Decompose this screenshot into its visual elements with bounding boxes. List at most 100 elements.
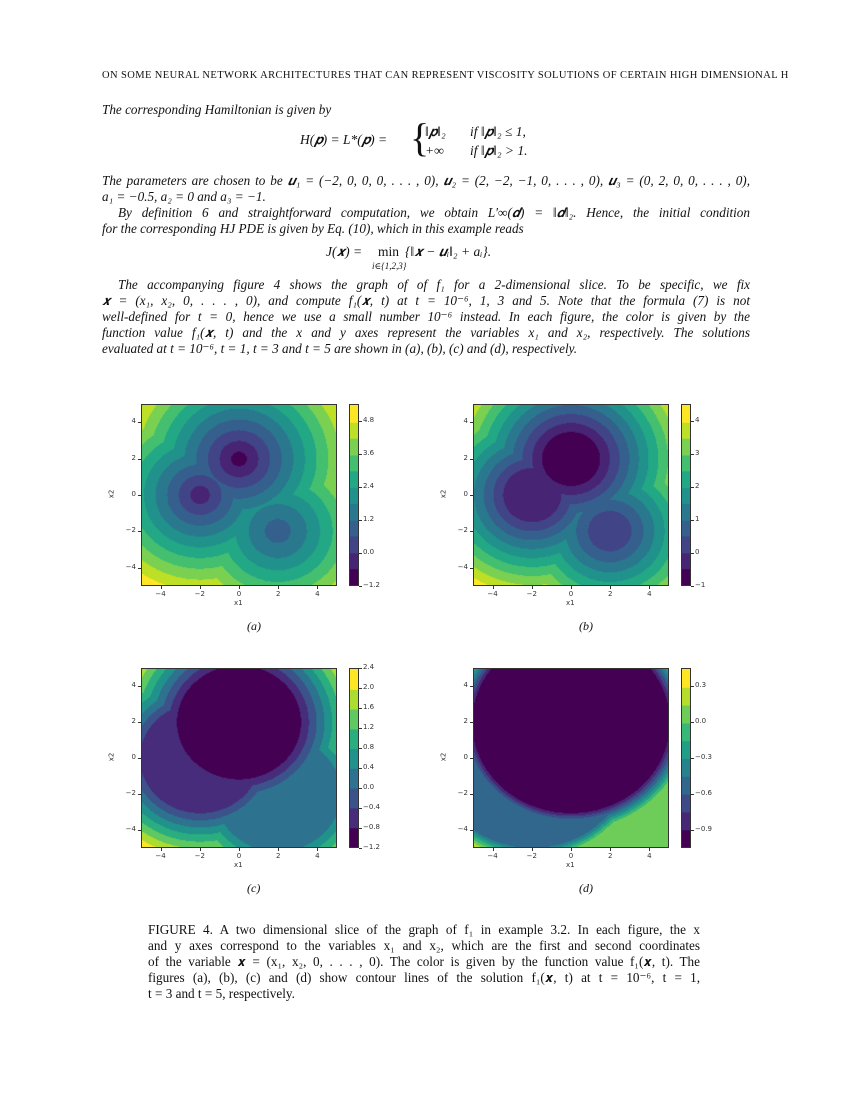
colorbar-tick-label: 4.8 xyxy=(363,415,375,424)
x-tick-mark xyxy=(278,586,280,589)
plot-axes xyxy=(141,668,337,848)
colorbar-tick-label: −1.2 xyxy=(363,581,380,589)
colorbar-tick-mark xyxy=(359,708,362,709)
y-tick-label: 0 xyxy=(463,753,468,761)
colorbar-tick-label: 0.0 xyxy=(363,783,375,791)
contour-fill xyxy=(474,405,668,585)
x-tick-label: 4 xyxy=(647,590,652,598)
x-tick-mark xyxy=(531,848,533,851)
x-tick-mark xyxy=(199,586,201,589)
y-tick-label: 0 xyxy=(131,490,136,498)
y-tick-label: 2 xyxy=(131,717,136,725)
y-tick-mark xyxy=(138,531,141,533)
colorbar-tick-label: −0.4 xyxy=(363,803,380,811)
colorbar-tick-mark xyxy=(359,748,362,749)
colorbar-tick-mark xyxy=(359,486,362,488)
colorbar-tick-label: 1 xyxy=(695,514,700,523)
x-tick-mark xyxy=(239,848,240,851)
colorbar-tick-label: 0.4 xyxy=(363,763,375,771)
colorbar-tick-mark xyxy=(691,794,694,795)
colorbar-tick-label: 1.2 xyxy=(363,514,375,523)
colorbar-tick-mark xyxy=(359,848,362,849)
colorbar-tick-mark xyxy=(359,586,362,587)
colorbar-tick-mark xyxy=(359,420,362,422)
figure-caption-line: FIGURE 4. A two dimensional slice of the… xyxy=(148,922,700,937)
x-tick-mark xyxy=(492,848,494,851)
x-tick-label: 0 xyxy=(568,852,574,860)
colorbar-fill xyxy=(350,669,358,847)
colorbar-tick-mark xyxy=(359,453,362,455)
y-tick-label: −2 xyxy=(125,526,136,535)
x-axis-label: x1 xyxy=(234,599,243,607)
colorbar-tick-label: 3 xyxy=(695,448,700,457)
y-tick-mark xyxy=(470,458,473,460)
figure-caption-line: figures (a), (b), (c) and (d) show conto… xyxy=(148,970,700,985)
x-tick-label: 0 xyxy=(236,852,242,860)
paragraph-definition-line: for the corresponding HJ PDE is given by… xyxy=(102,221,524,236)
y-tick-mark xyxy=(138,722,141,723)
y-tick-label: −4 xyxy=(457,825,468,833)
equation-lhs: H(𝒑) = L*(𝒑) = xyxy=(300,132,388,147)
contour-fill xyxy=(142,669,336,847)
x-tick-mark xyxy=(571,848,572,851)
x-tick-label: 2 xyxy=(607,590,613,598)
x-tick-mark xyxy=(492,586,494,589)
x-tick-label: −4 xyxy=(487,852,498,860)
x-tick-label: 4 xyxy=(647,852,652,860)
x-tick-label: −4 xyxy=(155,852,166,860)
colorbar-tick-mark xyxy=(359,668,362,669)
x-tick-label: −4 xyxy=(487,590,498,598)
equation-brace: { xyxy=(410,115,430,160)
y-tick-label: −4 xyxy=(125,562,136,571)
x-tick-mark xyxy=(317,586,319,589)
subfigure-caption: (a) xyxy=(247,619,261,633)
subfigure-caption: (d) xyxy=(579,881,593,895)
colorbar-tick-mark xyxy=(691,830,694,831)
y-tick-mark xyxy=(470,531,473,533)
paragraph-hamiltonian-intro: The corresponding Hamiltonian is given b… xyxy=(102,102,332,117)
colorbar-tick-label: 1.2 xyxy=(363,723,375,731)
x-tick-label: 4 xyxy=(315,852,320,860)
colorbar-tick-label: 0.0 xyxy=(363,547,375,556)
colorbar-fill xyxy=(682,669,690,847)
figure-caption-line: of the variable 𝒙 = (x₁, x₂, 0, . . . , … xyxy=(148,954,700,969)
colorbar xyxy=(681,404,691,586)
y-tick-mark xyxy=(138,758,141,759)
y-tick-label: 0 xyxy=(131,753,136,761)
x-tick-mark xyxy=(160,848,162,851)
y-axis-label: x2 xyxy=(107,489,116,499)
colorbar-tick-mark xyxy=(359,788,362,789)
colorbar xyxy=(349,668,359,848)
x-tick-mark xyxy=(317,848,319,851)
y-tick-mark xyxy=(138,830,141,831)
colorbar-tick-mark xyxy=(359,768,362,769)
figure-caption-line: t = 3 and t = 5, respectively. xyxy=(148,986,295,1001)
y-tick-mark xyxy=(470,722,473,723)
colorbar-tick-mark xyxy=(691,453,694,455)
colorbar-tick-label: 0 xyxy=(695,547,700,556)
colorbar-tick-mark xyxy=(691,420,694,422)
colorbar-fill xyxy=(350,405,358,585)
colorbar-tick-mark xyxy=(691,586,694,587)
equation-lhs: J(𝒙) = xyxy=(326,244,363,259)
x-tick-mark xyxy=(278,848,280,851)
colorbar-tick-mark xyxy=(691,519,694,521)
colorbar xyxy=(349,404,359,586)
colorbar-tick-label: 2.4 xyxy=(363,663,375,671)
y-tick-mark xyxy=(470,758,473,759)
subfigure-caption: (b) xyxy=(579,619,593,633)
colorbar-tick-mark xyxy=(359,808,362,809)
plot-axes xyxy=(141,404,337,586)
x-tick-label: 2 xyxy=(607,852,613,860)
paragraph-figure-description-line: 𝒙 = (x₁, x₂, 0, . . . , 0), and compute … xyxy=(102,293,750,308)
colorbar-tick-mark xyxy=(691,722,694,723)
colorbar-tick-label: 4 xyxy=(695,415,700,424)
colorbar-tick-mark xyxy=(691,686,694,687)
case1-value: ‖𝒑‖₂ xyxy=(425,124,446,139)
contour-fill xyxy=(142,405,336,585)
y-tick-mark xyxy=(470,567,473,569)
y-tick-label: 2 xyxy=(463,453,468,462)
colorbar-tick-mark xyxy=(359,828,362,829)
x-axis-label: x1 xyxy=(566,599,575,607)
equation-min: min xyxy=(378,244,400,259)
